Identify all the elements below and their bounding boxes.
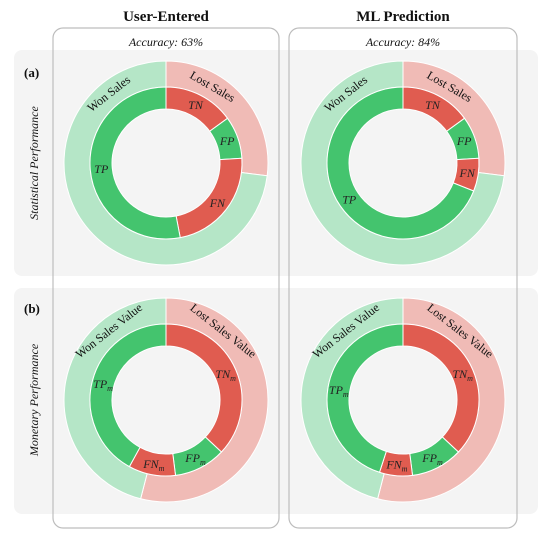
column-box-user-entered [52,27,280,529]
inner-label-tp: TP [94,162,109,176]
donut-chart-1-1: Won Sales Value Lost Sales ValueTNmFPmFNm… [300,297,506,503]
inner-label-fp: FP [219,134,235,148]
column-title-ml-prediction: ML Prediction [356,9,450,25]
column-title-user-entered: User-Entered [123,9,209,25]
inner-slice-tpm [89,323,167,468]
inner-label-fn: FN [209,196,226,210]
inner-slice-tp [89,86,181,240]
accuracy-ml-prediction: Accuracy: 84% [365,35,440,49]
row-label-monetary: Monetary Performance [27,343,41,457]
inner-label-fnm: FNm [142,457,164,473]
inner-label-tpm: TPm [329,383,349,399]
inner-label-tnm: TNm [215,367,236,383]
inner-label-fpm: FPm [184,451,206,467]
inner-label-fnm: FNm [385,458,407,474]
inner-label-tp: TP [342,193,357,207]
inner-label-fpm: FPm [421,451,443,467]
inner-label-tpm: TPm [93,377,113,393]
inner-slice-tpm [326,323,404,473]
row-tag-b: (b) [24,301,40,316]
inner-label-fn: FN [459,166,476,180]
column-box-ml-prediction [288,27,518,529]
row-label-statistical: Statistical Performance [27,106,41,220]
inner-label-fp: FP [456,134,472,148]
inner-label-tn: TN [188,98,204,112]
inner-label-tnm: TNm [452,367,473,383]
accuracy-user-entered: Accuracy: 63% [128,35,203,49]
row-tag-a: (a) [24,65,39,80]
inner-slice-tp [326,86,475,240]
inner-label-tn: TN [425,98,441,112]
